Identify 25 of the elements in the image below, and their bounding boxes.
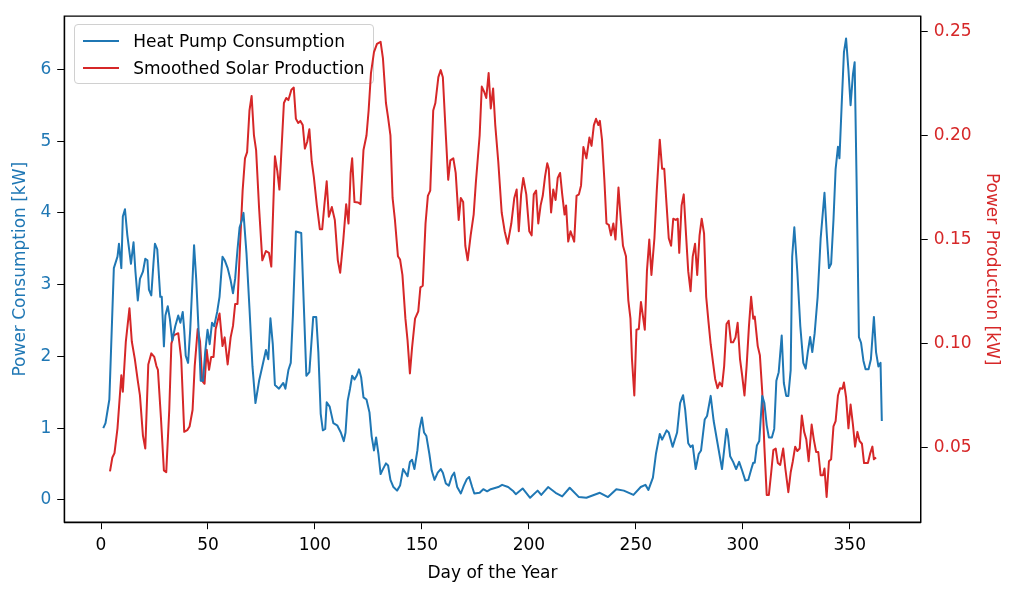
y2-tick-label: 0.25 [933,19,972,40]
legend-label: Smoothed Solar Production [133,57,365,78]
x-tick-label: 150 [405,533,439,554]
x-tick-label: 200 [512,533,546,554]
x-tick-label: 350 [833,533,866,554]
y-tick-label: 3 [40,273,52,294]
x-tick-label: 100 [298,533,332,554]
x-tick-label: 250 [619,533,653,554]
y-tick-label: 5 [40,129,52,150]
y2-axis-title: Power Production [kW] [983,172,1004,366]
y2-tick-label: 0.05 [933,436,972,457]
y-tick-label: 4 [40,201,52,222]
y2-tick-label: 0.10 [933,332,972,353]
x-tick-label: 0 [95,533,107,554]
x-tick-label: 300 [726,533,759,554]
y-tick-label: 6 [40,57,52,78]
x-axis-title: Day of the Year [427,562,558,583]
legend-label: Heat Pump Consumption [133,30,346,51]
y2-tick-label: 0.20 [933,123,972,144]
x-tick-label: 50 [197,533,219,554]
y2-tick-label: 0.15 [933,227,972,248]
y-tick-label: 0 [40,488,52,509]
y-tick-label: 2 [40,344,52,365]
y-tick-label: 1 [40,416,52,437]
y-axis-title: Power Consumption [kW] [8,161,29,377]
